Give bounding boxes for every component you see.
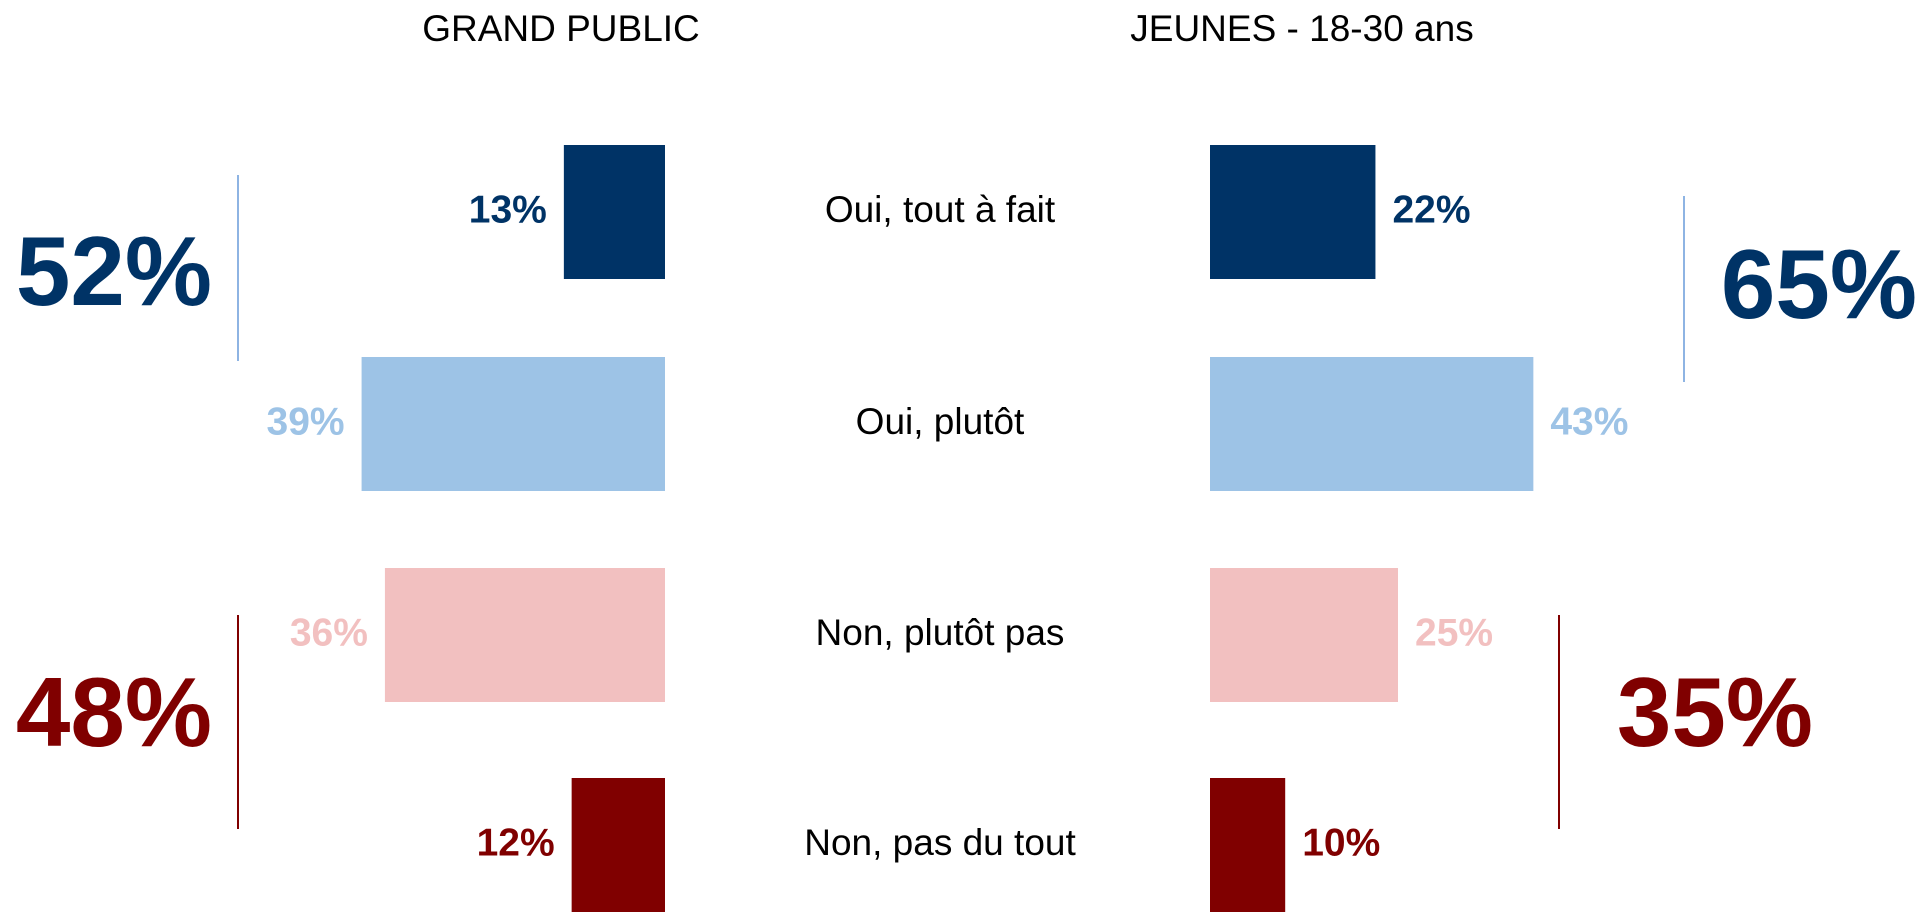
value-label: 12% xyxy=(477,821,555,864)
total-label: 65% xyxy=(1721,229,1917,339)
value-label: 13% xyxy=(469,188,547,231)
category-label: Oui, plutôt xyxy=(856,401,1025,442)
chart-title: JEUNES - 18-30 ans xyxy=(1130,8,1473,49)
value-label: 39% xyxy=(267,400,345,443)
category-label: Oui, tout à fait xyxy=(825,189,1056,230)
value-label: 36% xyxy=(290,611,368,654)
bar xyxy=(384,568,665,702)
bar xyxy=(563,145,665,279)
bar xyxy=(1210,357,1534,491)
value-label: 43% xyxy=(1550,400,1628,443)
category-label: Non, plutôt pas xyxy=(816,612,1065,653)
value-label: 22% xyxy=(1392,188,1470,231)
bar xyxy=(1210,568,1398,702)
total-label: 35% xyxy=(1617,657,1813,767)
total-label: 52% xyxy=(16,216,212,326)
category-label: Non, pas du tout xyxy=(804,822,1076,863)
bar xyxy=(1210,145,1376,279)
value-label: 25% xyxy=(1415,611,1493,654)
chart-title: GRAND PUBLIC xyxy=(422,8,700,49)
bar xyxy=(571,778,665,912)
total-label: 48% xyxy=(16,657,212,767)
value-label: 10% xyxy=(1302,821,1380,864)
bar xyxy=(361,357,665,491)
bar xyxy=(1210,778,1286,912)
